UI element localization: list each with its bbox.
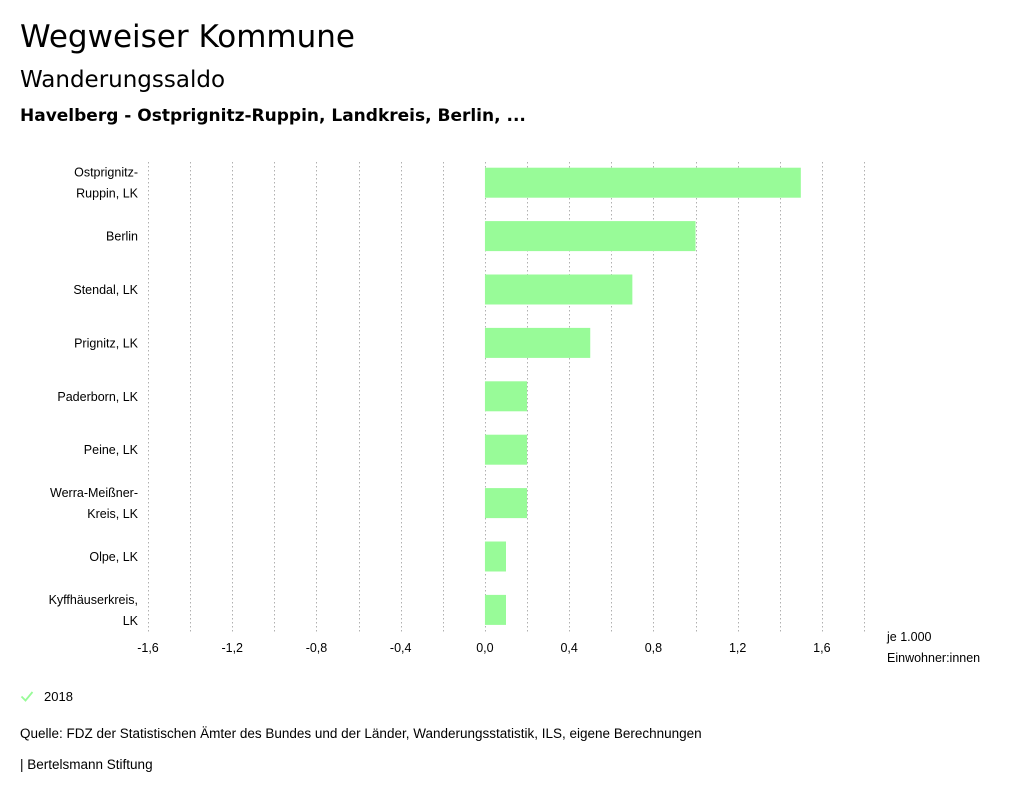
category-label: Werra-Meißner- Kreis, LK <box>50 486 139 521</box>
category-label-line: Ruppin, LK <box>76 187 139 201</box>
legend-label-2018: 2018 <box>44 688 73 704</box>
category-label: Kyffhäuserkreis, LK <box>49 593 139 628</box>
category-label-line: Paderborn, LK <box>57 390 138 404</box>
unit-label-line-1: je 1.000 <box>887 630 932 644</box>
category-label: Ostprignitz- Ruppin, LK <box>74 166 139 201</box>
region-label: Havelberg - Ostprignitz-Ruppin, Landkrei… <box>20 106 526 126</box>
tick-label: 1,6 <box>813 641 830 655</box>
category-label: Stendal, LK <box>73 283 138 297</box>
category-label-line: LK <box>123 614 139 628</box>
check-icon[interactable] <box>20 689 34 703</box>
legend[interactable]: 2018 <box>20 686 73 706</box>
bar-chart: Ostprignitz- Ruppin, LK Berlin Stendal, LK P… <box>49 162 865 655</box>
category-label: Paderborn, LK <box>57 390 138 404</box>
bar-7 <box>484 541 506 572</box>
category-label-line: Peine, LK <box>84 443 139 457</box>
category-label: Berlin <box>106 230 138 244</box>
bar-5 <box>484 434 528 465</box>
tick-label: 0,4 <box>560 641 577 655</box>
bar-4 <box>484 381 528 412</box>
unit-label: je 1.000 Einwohner:innen <box>887 627 980 669</box>
category-label-line: Ostprignitz- <box>74 166 138 180</box>
page-title: Wegweiser Kommune <box>20 19 355 55</box>
tick-label: -0,4 <box>390 641 412 655</box>
tick-label: 0,8 <box>645 641 662 655</box>
tick-label: -1,6 <box>137 641 159 655</box>
bar-3 <box>484 327 591 358</box>
category-label-line: Prignitz, LK <box>74 336 139 350</box>
source-note: Quelle: FDZ der Statistischen Ämter des … <box>20 726 702 741</box>
category-label-line: Kyffhäuserkreis, <box>49 593 138 607</box>
bar-0 <box>484 167 801 198</box>
bar-1 <box>484 221 696 252</box>
chart-subtitle: Wanderungssaldo <box>20 67 226 93</box>
tick-label: -0,8 <box>306 641 328 655</box>
category-label: Prignitz, LK <box>74 336 139 350</box>
tick-label: -1,2 <box>221 641 243 655</box>
category-label-line: Stendal, LK <box>73 283 138 297</box>
tick-label: 0,0 <box>476 641 493 655</box>
category-label-line: Werra-Meißner- <box>50 486 138 500</box>
category-label-line: Berlin <box>106 230 138 244</box>
bar-8 <box>484 594 506 625</box>
bar-6 <box>484 488 528 519</box>
tick-label: 1,2 <box>729 641 746 655</box>
category-label: Peine, LK <box>84 443 139 457</box>
publisher-note: | Bertelsmann Stiftung <box>20 757 153 772</box>
unit-label-line-2: Einwohner:innen <box>887 651 981 665</box>
category-label-line: Olpe, LK <box>89 550 138 564</box>
category-label-line: Kreis, LK <box>87 507 138 521</box>
bar-2 <box>484 274 633 305</box>
category-label: Olpe, LK <box>89 550 138 564</box>
